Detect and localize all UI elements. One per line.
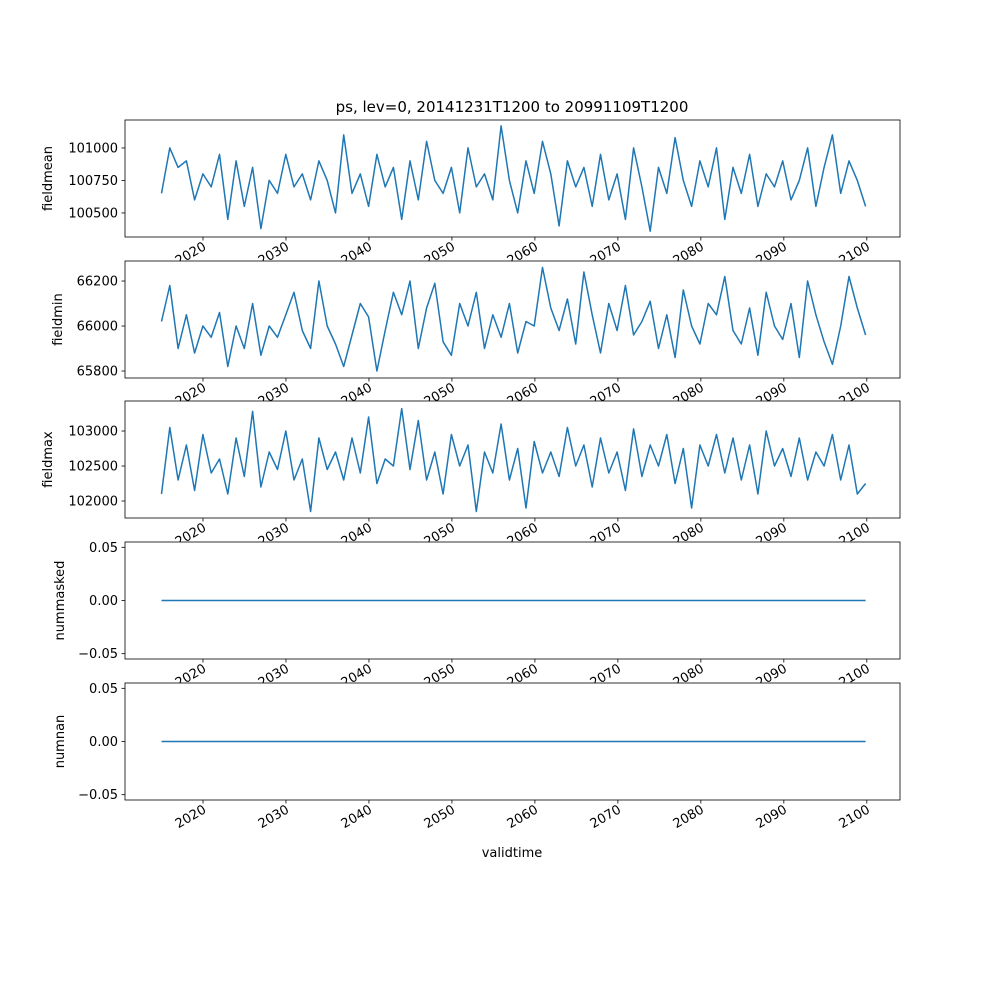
y-tick-label: 65800 xyxy=(77,365,118,380)
y-tick-label: 66200 xyxy=(77,275,118,290)
x-tick-label: 2020 xyxy=(173,802,209,832)
x-tick-label: 2080 xyxy=(671,802,707,832)
x-tick-label: 2100 xyxy=(837,802,873,832)
y-tick-label: 103000 xyxy=(68,425,118,440)
y-axis-label: fieldmean xyxy=(41,146,56,211)
series-line-fieldmin xyxy=(160,266,867,372)
x-tick-label: 2040 xyxy=(339,802,375,832)
y-tick-label: 0.00 xyxy=(89,594,118,609)
series-line-fieldmax xyxy=(160,407,867,513)
x-tick-label: 2030 xyxy=(256,802,292,832)
axes-frame xyxy=(124,260,901,379)
subplot-numnan: −0.05 0.00 0.05 numnan 2020 2030 2040 2050 2060 2… xyxy=(53,682,901,832)
y-axis-label: fieldmin xyxy=(51,293,66,346)
x-tick-label: 2050 xyxy=(422,802,458,832)
axes-background xyxy=(125,120,900,237)
y-tick-label: 102500 xyxy=(68,460,118,475)
y-tick-label: 0.05 xyxy=(89,541,118,556)
y-tick-label: 102000 xyxy=(68,494,118,509)
y-axis-label: numnan xyxy=(53,715,68,769)
y-axis-label: fieldmax xyxy=(41,431,56,488)
y-tick-label: −0.05 xyxy=(78,788,118,803)
y-tick-label: 0.05 xyxy=(89,682,118,697)
series-line-fieldmean xyxy=(160,125,867,232)
y-tick-label: 100750 xyxy=(68,174,118,189)
x-tick-label: 2060 xyxy=(505,802,541,832)
axes-frame xyxy=(124,119,901,238)
y-axis-label: nummasked xyxy=(53,561,68,641)
x-tick-label: 2070 xyxy=(588,802,624,832)
x-tick-label: 2090 xyxy=(754,802,790,832)
y-tick-label: −0.05 xyxy=(78,647,118,662)
chart-title: ps, lev=0, 20141231T1200 to 20991109T120… xyxy=(336,98,689,116)
y-tick-label: 100500 xyxy=(68,206,118,221)
x-axis-label: validtime xyxy=(482,846,543,861)
y-tick-label: 0.00 xyxy=(89,735,118,750)
y-tick-label: 66000 xyxy=(77,320,118,335)
axes-frame xyxy=(124,400,901,519)
y-tick-label: 101000 xyxy=(68,141,118,156)
